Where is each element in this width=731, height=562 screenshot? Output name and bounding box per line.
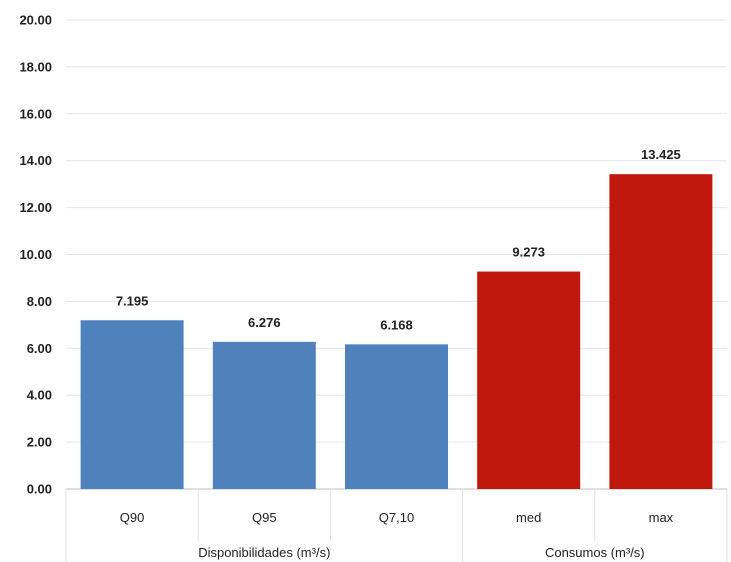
category-label: Q7,10: [379, 510, 414, 525]
y-tick-label: 20.00: [19, 13, 52, 28]
y-tick-label: 2.00: [27, 435, 52, 450]
data-label: 13.425: [641, 147, 681, 162]
y-tick-label: 0.00: [27, 482, 52, 497]
bar-q7-10: [345, 344, 448, 489]
y-tick-label: 18.00: [19, 59, 52, 74]
group-label: Consumos (m³/s): [545, 545, 645, 560]
category-label: med: [516, 510, 541, 525]
y-tick-label: 10.00: [19, 247, 52, 262]
category-label: Q90: [120, 510, 145, 525]
category-label: Q95: [252, 510, 277, 525]
data-label: 7.195: [116, 293, 149, 308]
y-tick-label: 14.00: [19, 153, 52, 168]
y-tick-label: 12.00: [19, 200, 52, 215]
category-label: max: [649, 510, 674, 525]
y-tick-label: 16.00: [19, 106, 52, 121]
bar-q90: [80, 320, 184, 489]
y-tick-label: 8.00: [27, 294, 52, 309]
data-label: 6.168: [380, 317, 413, 332]
bar-max: [609, 174, 713, 489]
group-label: Disponibilidades (m³/s): [198, 545, 330, 560]
y-tick-label: 4.00: [27, 388, 52, 403]
data-label: 9.273: [512, 245, 545, 260]
y-tick-label: 6.00: [27, 341, 52, 356]
data-label: 6.276: [248, 315, 281, 330]
bar-q95: [212, 341, 316, 489]
bar-med: [477, 271, 581, 489]
